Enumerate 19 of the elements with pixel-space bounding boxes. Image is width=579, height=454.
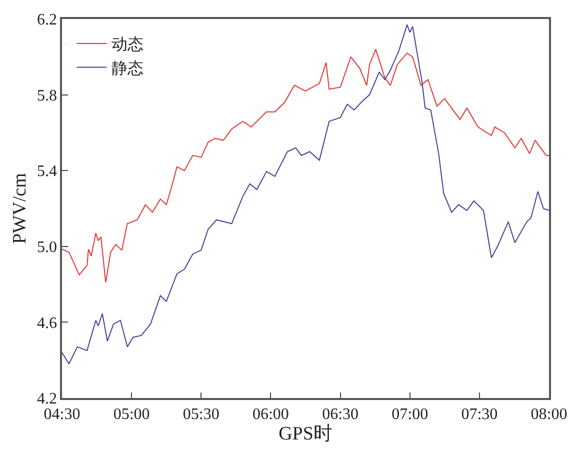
x-tick-label: 07:30 (461, 406, 498, 423)
x-tick-label: 05:00 (113, 406, 150, 423)
y-axis-title: PWV/cm (9, 172, 30, 244)
x-tick-label: 04:30 (44, 406, 80, 423)
x-tick-label: 06:30 (322, 406, 359, 423)
x-tick-label: 08:00 (530, 406, 568, 423)
y-tick-label: 5.8 (37, 87, 58, 104)
x-tick-label: 07:00 (392, 406, 428, 423)
x-tick-label: 05:30 (182, 406, 220, 423)
legend-label: 动态 (112, 36, 144, 54)
y-tick-label: 5.0 (37, 239, 58, 256)
x-tick-label: 06:00 (252, 406, 289, 423)
y-tick-label: 4.2 (37, 390, 58, 408)
x-axis-title: GPS时 (278, 423, 332, 444)
y-tick-label: 6.2 (37, 12, 58, 29)
line-series (62, 24, 549, 364)
legend-label: 静态 (112, 60, 144, 78)
y-tick-label: 5.4 (37, 163, 58, 180)
y-tick-label: 4.6 (37, 314, 58, 332)
